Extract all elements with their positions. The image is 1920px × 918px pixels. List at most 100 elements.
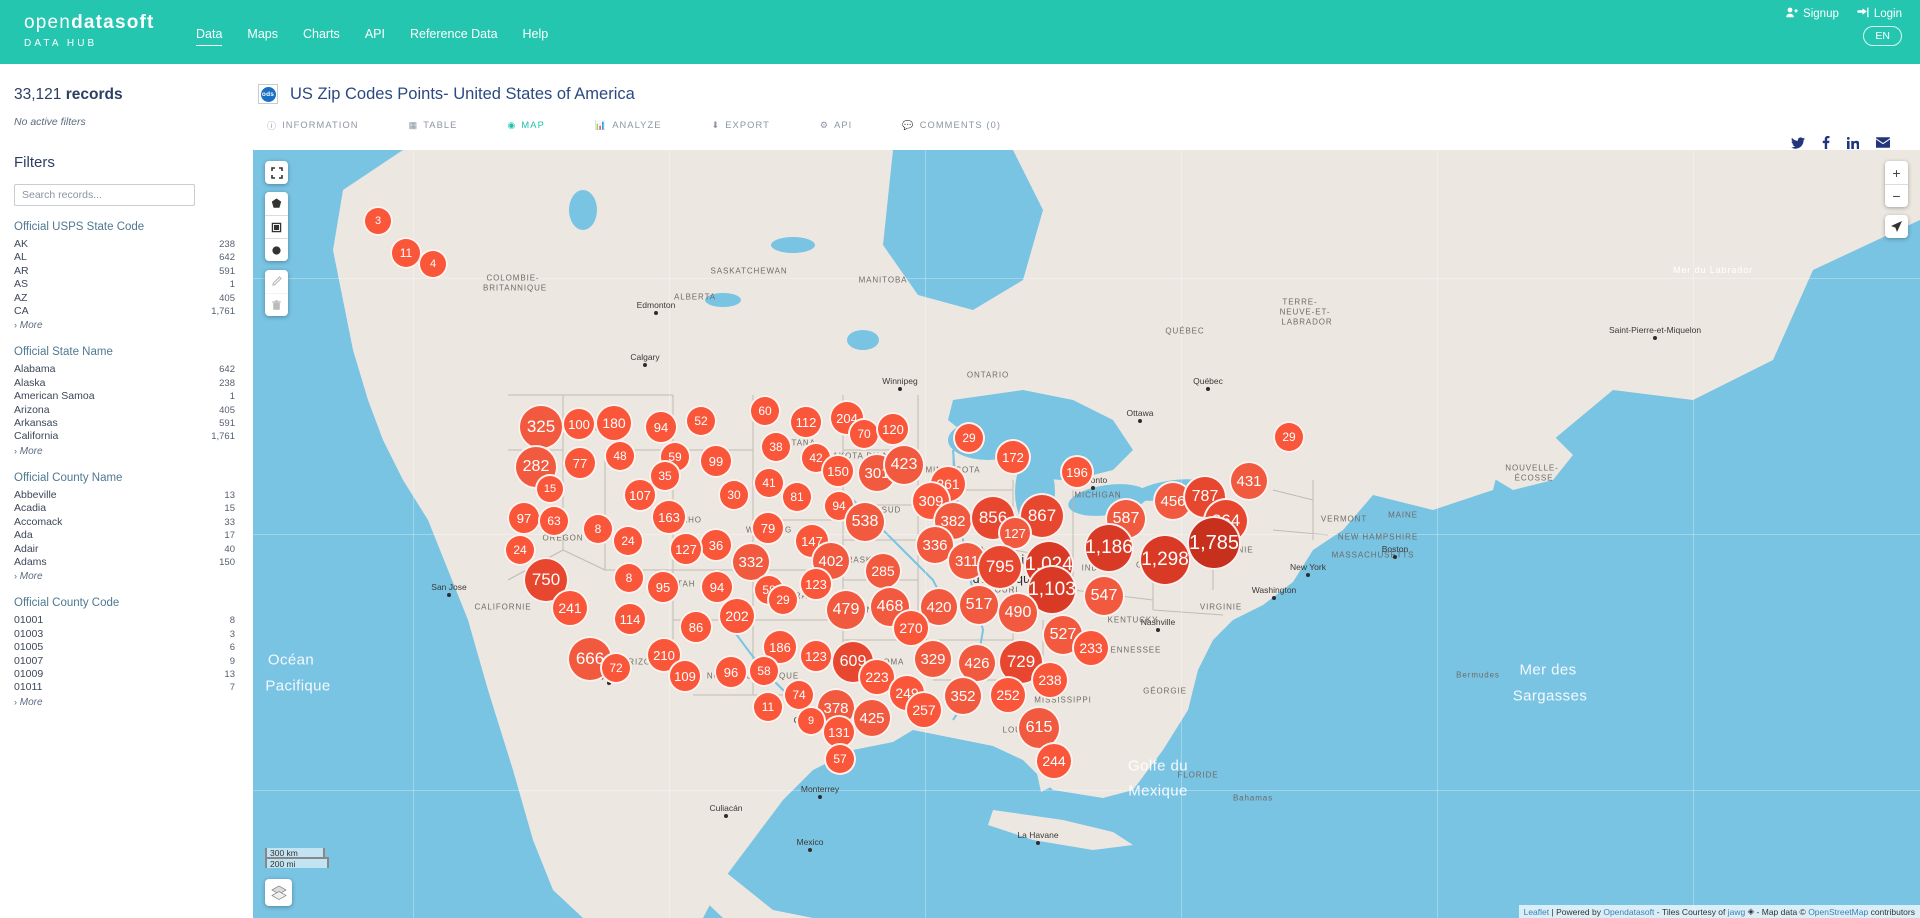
signup-button[interactable]: Signup: [1786, 7, 1839, 21]
cluster-marker[interactable]: 1,298: [1139, 534, 1191, 586]
facet-row[interactable]: AL 642: [14, 251, 237, 264]
draw-rectangle-icon[interactable]: [265, 215, 288, 238]
cluster-marker[interactable]: 35: [649, 460, 681, 492]
facet-more-link[interactable]: › More: [14, 697, 237, 708]
cluster-marker[interactable]: 547: [1083, 575, 1125, 617]
facet-row[interactable]: 01003 3: [14, 628, 237, 641]
draw-polygon-icon[interactable]: [265, 192, 288, 215]
trash-icon[interactable]: [265, 293, 288, 316]
cluster-marker[interactable]: 11: [390, 237, 422, 269]
facet-row[interactable]: AK 238: [14, 238, 237, 251]
cluster-marker[interactable]: 24: [612, 525, 644, 557]
cluster-marker[interactable]: 99: [699, 444, 733, 478]
cluster-marker[interactable]: 86: [679, 610, 713, 644]
cluster-marker[interactable]: 24: [504, 534, 536, 566]
cluster-marker[interactable]: 57: [824, 743, 856, 775]
cluster-marker[interactable]: 48: [604, 440, 636, 472]
cluster-marker[interactable]: 479: [825, 589, 867, 631]
facet-row[interactable]: Ada 17: [14, 529, 237, 542]
cluster-marker[interactable]: 11: [752, 691, 784, 723]
cluster-marker[interactable]: 490: [997, 592, 1039, 634]
facet-row[interactable]: California 1,761: [14, 430, 237, 443]
cluster-marker[interactable]: 109: [668, 659, 702, 693]
cluster-marker[interactable]: 81: [781, 481, 813, 513]
cluster-marker[interactable]: 425: [852, 698, 892, 738]
cluster-marker[interactable]: 538: [844, 501, 886, 543]
cluster-marker[interactable]: 52: [685, 405, 717, 437]
facet-row[interactable]: Adair 40: [14, 543, 237, 556]
tab-information[interactable]: ⓘ INFORMATION: [259, 119, 367, 132]
facet-more-link[interactable]: › More: [14, 320, 237, 331]
cluster-marker[interactable]: 60: [749, 395, 781, 427]
cluster-marker[interactable]: 202: [718, 597, 756, 635]
nav-item-maps[interactable]: Maps: [247, 27, 278, 41]
attribution-opendatasoft[interactable]: Opendatasoft: [1603, 906, 1655, 917]
facet-row[interactable]: AS 1: [14, 278, 237, 291]
cluster-marker[interactable]: 9: [796, 706, 826, 736]
facebook-icon[interactable]: [1822, 136, 1830, 149]
cluster-marker[interactable]: 382: [933, 501, 973, 541]
cluster-marker[interactable]: 252: [989, 676, 1027, 714]
cluster-marker[interactable]: 1,186: [1084, 523, 1134, 573]
zoom-in-button[interactable]: +: [1892, 164, 1901, 181]
cluster-marker[interactable]: 431: [1229, 461, 1269, 501]
tab-comments[interactable]: 💬 COMMENTS (0): [894, 120, 1009, 131]
cluster-marker[interactable]: 127: [669, 532, 703, 566]
cluster-marker[interactable]: 517: [958, 584, 1000, 626]
cluster-marker[interactable]: 77: [563, 446, 597, 480]
cluster-marker[interactable]: 30: [718, 479, 750, 511]
facet-row[interactable]: AR 591: [14, 265, 237, 278]
nav-item-data[interactable]: Data: [196, 27, 223, 46]
cluster-marker[interactable]: 233: [1072, 629, 1110, 667]
cluster-marker[interactable]: 3: [363, 206, 393, 236]
draw-circle-icon[interactable]: [265, 238, 288, 261]
cluster-marker[interactable]: 97: [507, 501, 541, 535]
cluster-marker[interactable]: 127: [998, 516, 1032, 550]
cluster-marker[interactable]: 29: [767, 584, 799, 616]
cluster-marker[interactable]: 96: [714, 655, 748, 689]
attribution-jawg[interactable]: jawg: [1727, 906, 1746, 917]
facet-row[interactable]: CA 1,761: [14, 305, 237, 318]
cluster-marker[interactable]: 72: [600, 652, 632, 684]
facet-row[interactable]: Acadia 15: [14, 502, 237, 515]
facet-row[interactable]: Accomack 33: [14, 516, 237, 529]
attribution-osm[interactable]: OpenStreetMap: [1808, 906, 1869, 917]
cluster-marker[interactable]: 58: [748, 655, 780, 687]
cluster-marker[interactable]: 95: [646, 570, 680, 604]
facet-row[interactable]: 01005 6: [14, 641, 237, 654]
cluster-marker[interactable]: 241: [551, 589, 589, 627]
cluster-marker[interactable]: 150: [821, 454, 855, 488]
cluster-marker[interactable]: 420: [919, 587, 959, 627]
cluster-marker[interactable]: 352: [943, 676, 983, 716]
cluster-marker[interactable]: 468: [869, 586, 911, 628]
cluster-marker[interactable]: 29: [953, 422, 985, 454]
zoom-out-button[interactable]: −: [1885, 184, 1908, 207]
cluster-marker[interactable]: 196: [1060, 455, 1094, 489]
email-icon[interactable]: [1876, 137, 1890, 148]
facet-row[interactable]: AZ 405: [14, 292, 237, 305]
edit-icon[interactable]: [265, 270, 288, 293]
cluster-marker[interactable]: 38: [760, 431, 792, 463]
cluster-marker[interactable]: 114: [613, 602, 647, 636]
tab-analyze[interactable]: 📊 ANALYZE: [587, 120, 670, 131]
cluster-marker[interactable]: 120: [876, 412, 910, 446]
cluster-marker[interactable]: 238: [1031, 661, 1069, 699]
cluster-marker[interactable]: 332: [731, 542, 771, 582]
cluster-marker[interactable]: 42: [800, 442, 832, 474]
nav-item-api[interactable]: API: [364, 27, 385, 41]
cluster-marker[interactable]: 750: [523, 557, 569, 603]
cluster-marker[interactable]: 163: [651, 499, 687, 535]
facet-more-link[interactable]: › More: [14, 571, 237, 582]
map-canvas[interactable]: Océan Pacifique Mer des Sargasses Golfe du Me…: [253, 150, 1920, 918]
cluster-marker[interactable]: 172: [995, 439, 1031, 475]
cluster-marker[interactable]: 1,103: [1027, 565, 1077, 615]
cluster-marker[interactable]: 41: [753, 467, 785, 499]
tab-table[interactable]: ▦ TABLE: [401, 120, 466, 131]
cluster-marker[interactable]: 123: [799, 567, 833, 601]
facet-row[interactable]: Arizona 405: [14, 404, 237, 417]
tab-export[interactable]: ⬇ EXPORT: [704, 120, 778, 131]
attribution-leaflet[interactable]: Leaflet: [1523, 906, 1550, 917]
facet-row[interactable]: Arkansas 591: [14, 417, 237, 430]
cluster-marker[interactable]: 1,785: [1187, 516, 1241, 570]
cluster-marker[interactable]: 180: [595, 404, 633, 442]
